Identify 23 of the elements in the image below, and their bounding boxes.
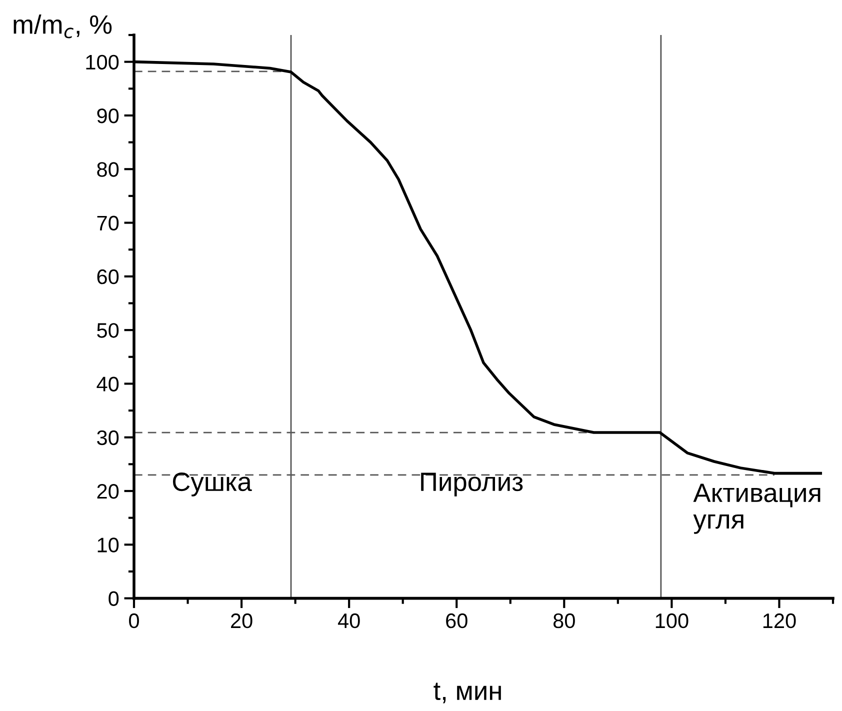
y-tick-label: 30 bbox=[97, 430, 119, 446]
y-tick-label: 40 bbox=[96, 376, 119, 392]
x-tick-label: 0 bbox=[129, 613, 139, 628]
annotation: Сушка bbox=[172, 472, 252, 496]
y-tick-label: 0 bbox=[108, 591, 119, 606]
y-tick-label: 50 bbox=[97, 323, 119, 338]
x-axis-title: t, мин bbox=[434, 682, 501, 704]
y-tick-label: 10 bbox=[98, 538, 119, 552]
x-tick-label: 40 bbox=[338, 613, 360, 628]
annotation: Активация угля bbox=[693, 484, 820, 534]
x-tick-label: 100 bbox=[656, 613, 688, 628]
y-tick-label: 100 bbox=[86, 54, 119, 70]
x-tick-label: 120 bbox=[763, 613, 796, 628]
y-tick-label: 70 bbox=[97, 216, 119, 231]
y-tick-label: 80 bbox=[97, 162, 119, 177]
x-tick-label: 60 bbox=[446, 613, 468, 628]
x-tick-label: 80 bbox=[553, 613, 575, 628]
y-tick-label: 90 bbox=[97, 108, 119, 124]
x-tick-label: 20 bbox=[231, 613, 252, 628]
y-axis-title: m/m$_{c}$, % bbox=[14, 14, 112, 38]
annotation: Пиролиз bbox=[421, 472, 523, 496]
y-tick-label: 60 bbox=[97, 269, 119, 284]
y-tick-label: 20 bbox=[97, 484, 119, 499]
